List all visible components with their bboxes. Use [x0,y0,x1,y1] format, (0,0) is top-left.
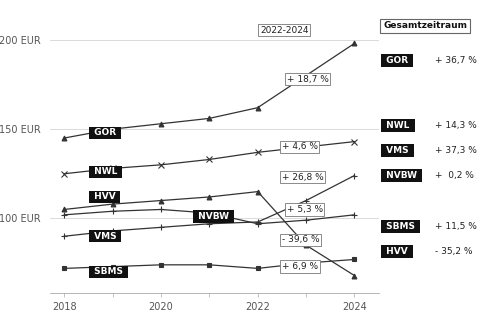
Text: GOR: GOR [383,56,412,65]
Text: NVBW: NVBW [383,171,420,180]
Text: + 18,7 %: + 18,7 % [287,75,329,83]
Text: + 37,3 %: + 37,3 % [435,146,477,155]
Text: + 5,3 %: + 5,3 % [287,205,323,214]
Text: + 36,7 %: + 36,7 % [435,56,477,65]
Text: - 39,6 %: - 39,6 % [282,235,320,244]
Text: HVV: HVV [383,247,411,256]
Text: SBMS: SBMS [383,222,418,230]
Text: SBMS: SBMS [91,267,126,276]
Text: + 4,6 %: + 4,6 % [282,142,318,152]
Text: - 35,2 %: - 35,2 % [435,247,473,256]
Text: HVV: HVV [91,192,119,201]
Text: NVBW: NVBW [195,212,232,221]
Text: + 14,3 %: + 14,3 % [435,121,477,130]
Text: Gesamtzeitraum: Gesamtzeitraum [383,22,467,30]
Text: 2022-2024: 2022-2024 [260,25,309,35]
Text: VMS: VMS [383,146,412,155]
Text: VMS: VMS [91,232,120,241]
Text: NWL: NWL [91,168,120,176]
Text: + 6,9 %: + 6,9 % [282,262,318,271]
Text: GOR: GOR [91,128,119,137]
Text: NWL: NWL [383,121,413,130]
Text: + 11,5 %: + 11,5 % [435,222,477,230]
Text: +  0,2 %: + 0,2 % [435,171,474,180]
Text: + 26,8 %: + 26,8 % [282,173,324,182]
